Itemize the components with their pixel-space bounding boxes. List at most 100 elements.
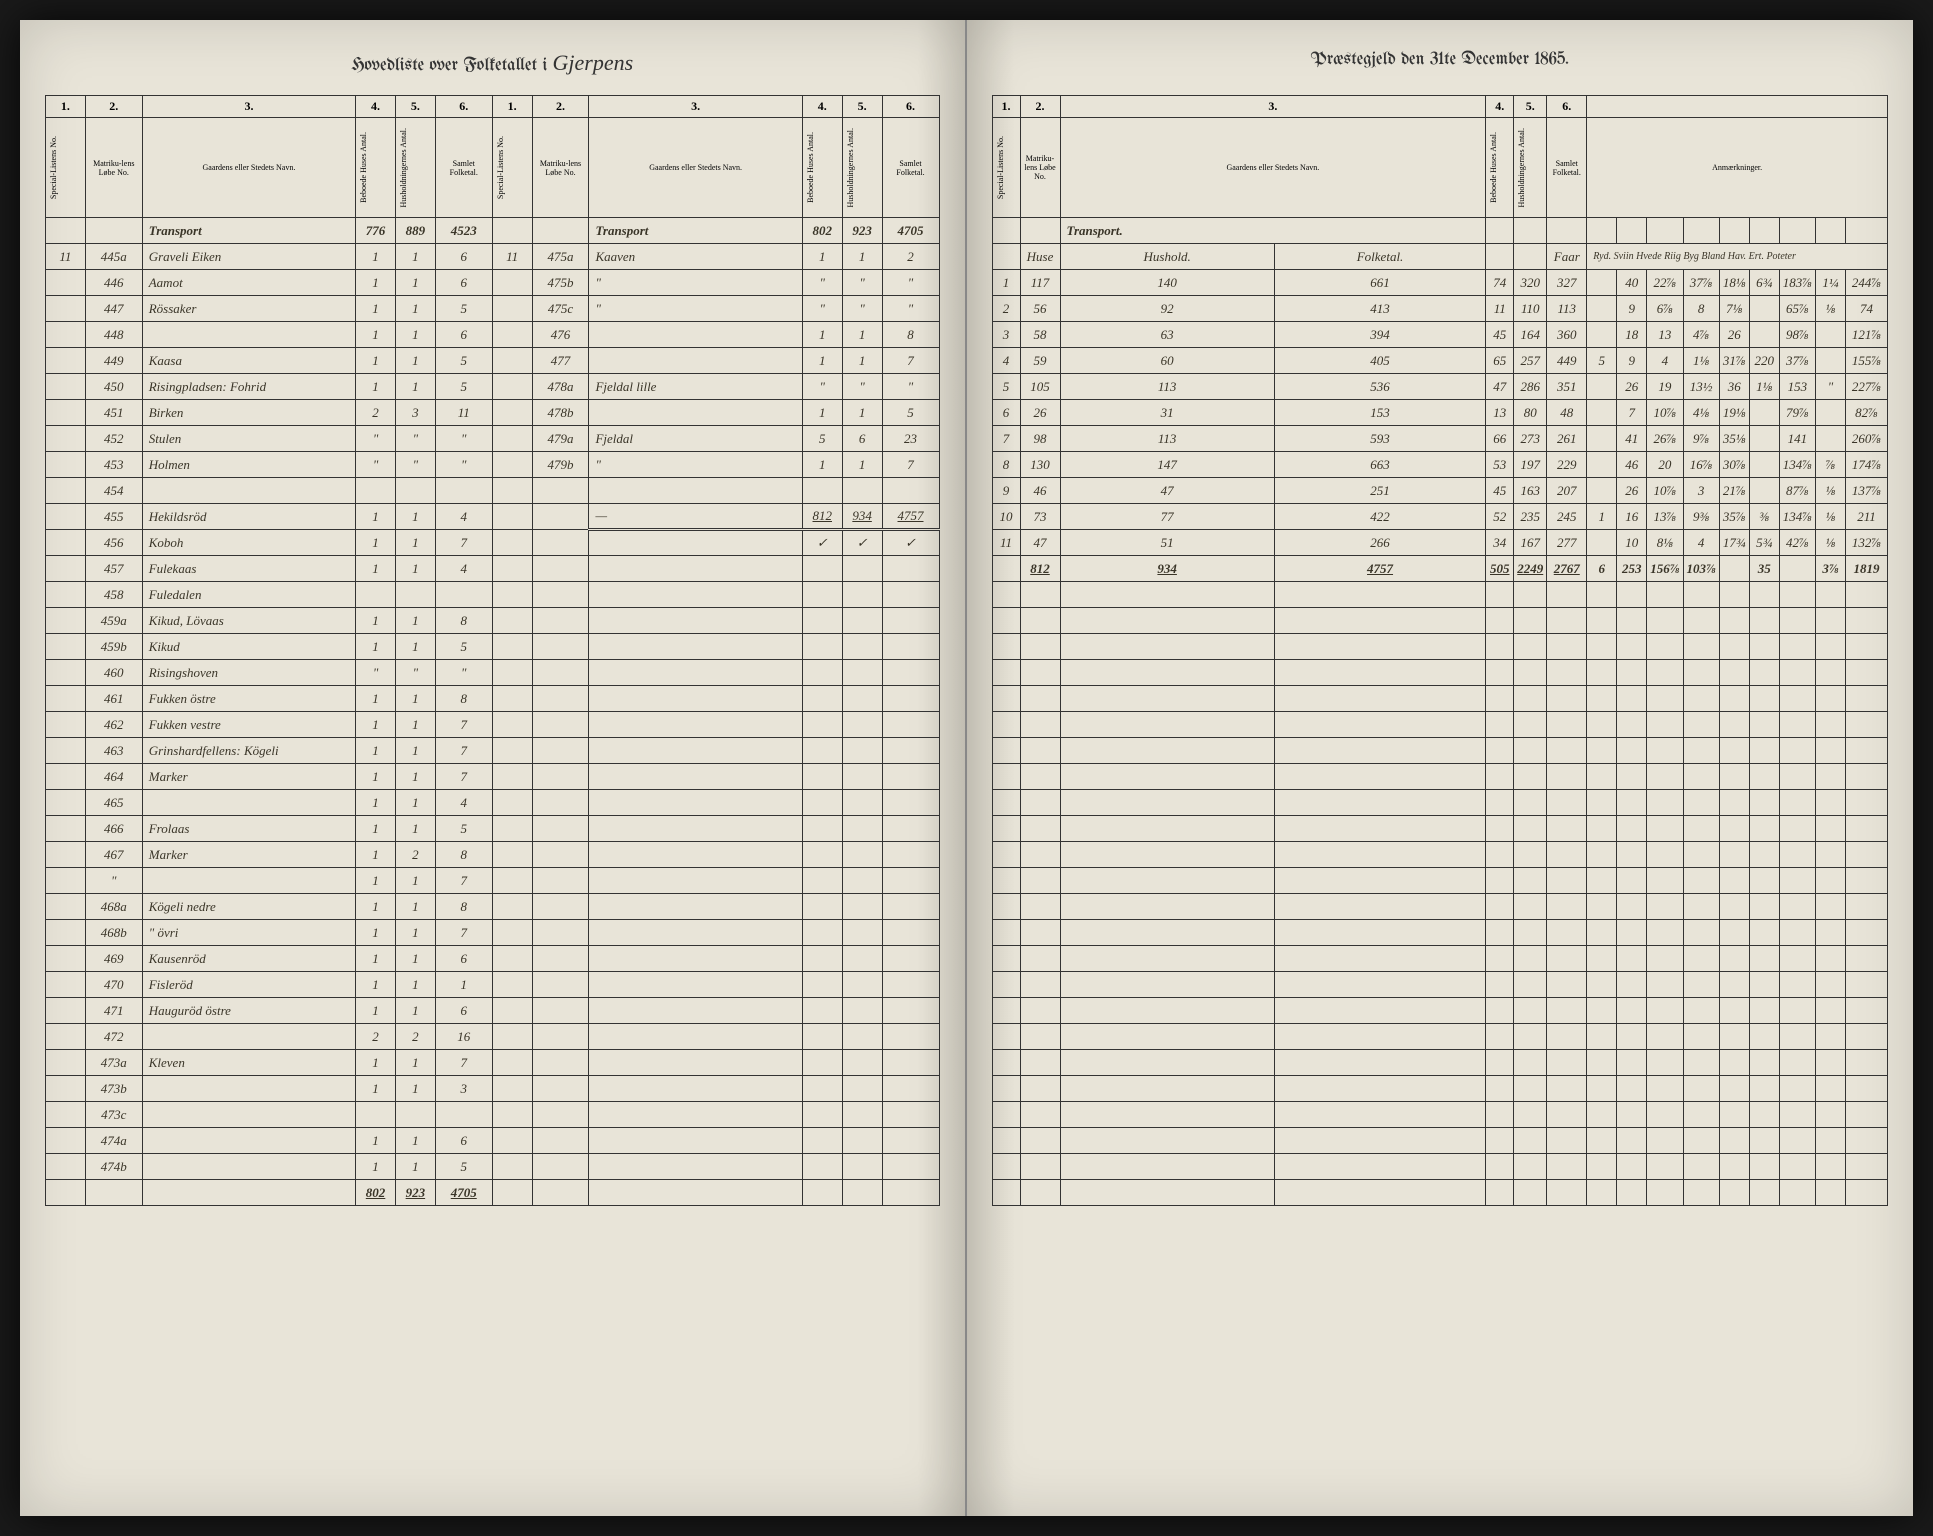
lbl-folk-a: Samlet Folketal. <box>435 118 492 218</box>
r-col-3: 3. <box>1060 96 1486 118</box>
empty-row <box>992 712 1888 738</box>
r-lbl-folk: Samlet Folketal. <box>1547 118 1587 218</box>
col-1a: 1. <box>46 96 86 118</box>
col-3a: 3. <box>142 96 355 118</box>
lbl-beboede-a: Beboede Huses Antal. <box>356 118 396 218</box>
table-row: 469Kausenröd116 <box>46 946 940 972</box>
table-row: 474a116 <box>46 1128 940 1154</box>
empty-row <box>992 1180 1888 1206</box>
empty-row <box>992 998 1888 1024</box>
footer-row: 8029234705 <box>46 1180 940 1206</box>
empty-row <box>992 894 1888 920</box>
lbl-hush-a: Husholdningernes Antal. <box>395 118 435 218</box>
r-col-4: 4. <box>1486 96 1514 118</box>
col-2b: 2. <box>532 96 589 118</box>
right-ledger-table: 1. 2. 3. 4. 5. 6. Special-Listens No. Ma… <box>992 95 1889 1206</box>
r-table-row: 358633944516436018134⅞2698⅞121⅞ <box>992 322 1888 348</box>
table-row: 447Rössaker115475c"""" <box>46 296 940 322</box>
table-row: 473c <box>46 1102 940 1128</box>
lbl-folk-b: Samlet Folketal. <box>882 118 939 218</box>
empty-row <box>992 790 1888 816</box>
right-table-body: Transport.HuseHushold.Folketal.FaarRyd. … <box>992 218 1888 1206</box>
r-lbl-gaard: Gaardens eller Stedets Navn. <box>1060 118 1486 218</box>
transport-row: Transport7768894523Transport8029234705 <box>46 218 940 244</box>
table-row: 456Koboh117✓✓✓ <box>46 530 940 556</box>
lbl-beboede-b: Beboede Huses Antal. <box>802 118 842 218</box>
col-5a: 5. <box>395 96 435 118</box>
table-row: 459aKikud, Lövaas118 <box>46 608 940 634</box>
table-row: 449Kaasa115477117 <box>46 348 940 374</box>
empty-row <box>992 868 1888 894</box>
r-col-number-row: 1. 2. 3. 4. 5. 6. <box>992 96 1888 118</box>
empty-row <box>992 1050 1888 1076</box>
r-table-row: 94647251451632072610⅞321⅞87⅞⅛137⅞ <box>992 478 1888 504</box>
lbl-gaard-a: Gaardens eller Stedets Navn. <box>142 118 355 218</box>
r-col-6: 6. <box>1547 96 1587 118</box>
r-table-row: 798113593662732614126⅞9⅞35⅛141260⅞ <box>992 426 1888 452</box>
table-row: 459bKikud115 <box>46 634 940 660</box>
table-row: 451Birken2311478b115 <box>46 400 940 426</box>
table-row: 454 <box>46 478 940 504</box>
empty-row <box>992 842 1888 868</box>
col-6b: 6. <box>882 96 939 118</box>
empty-row <box>992 608 1888 634</box>
r-lbl-hush: Husholdningernes Antal. <box>1514 118 1547 218</box>
r-table-row: 62631153138048710⅞4⅛19⅛79⅞82⅞ <box>992 400 1888 426</box>
table-row: 458Fuledalen <box>46 582 940 608</box>
empty-row <box>992 1128 1888 1154</box>
table-row: 467Marker128 <box>46 842 940 868</box>
table-row: 448116476118 <box>46 322 940 348</box>
table-row: 4722216 <box>46 1024 940 1050</box>
table-row: 446Aamot116475b"""" <box>46 270 940 296</box>
r-lbl-beboede: Beboede Huses Antal. <box>1486 118 1514 218</box>
empty-row <box>992 1102 1888 1128</box>
col-6a: 6. <box>435 96 492 118</box>
table-row: 468b" övri117 <box>46 920 940 946</box>
r-total-row: 8129344757505224927676253156⅞103⅞353⅞181… <box>992 556 1888 582</box>
empty-row <box>992 686 1888 712</box>
table-row: 450Risingpladsen: Fohrid115478aFjeldal l… <box>46 374 940 400</box>
table-row: 473aKleven117 <box>46 1050 940 1076</box>
r-col-2: 2. <box>1020 96 1060 118</box>
left-page: Hovedliste over Folketallet i Gjerpens 1… <box>20 20 967 1516</box>
r-lbl-special: Special-Listens No. <box>992 118 1020 218</box>
lbl-special-b: Special-Listens No. <box>492 118 532 218</box>
header-title-right: Præstegjeld den 31te December 1865. <box>1311 50 1569 69</box>
r-table-row: 813014766353197229462016⅞30⅞134⅞⅞174⅞ <box>992 452 1888 478</box>
table-row: 462Fukken vestre117 <box>46 712 940 738</box>
col-4b: 4. <box>802 96 842 118</box>
left-ledger-table: 1. 2. 3. 4. 5. 6. 1. 2. 3. 4. 5. 6. Spec… <box>45 95 940 1206</box>
header-title-left: Hovedliste over Folketallet i <box>351 56 547 75</box>
table-row: 452Stulen"""479aFjeldal5623 <box>46 426 940 452</box>
right-page: Præstegjeld den 31te December 1865. 1. 2… <box>967 20 1914 1516</box>
r-table-row: 1117140661743203274022⅞37⅞18⅛6¾183⅞1¼244… <box>992 270 1888 296</box>
r-col-label-row: Special-Listens No. Matriku-lens Løbe No… <box>992 118 1888 218</box>
table-row: 455Hekildsröd114—8129344757 <box>46 504 940 530</box>
table-row: 461Fukken östre118 <box>46 686 940 712</box>
r-table-row: 256924131111011396⅞87⅛65⅞⅛74 <box>992 296 1888 322</box>
lbl-matrikul-b: Matriku-lens Løbe No. <box>532 118 589 218</box>
table-row: 466Frolaas115 <box>46 816 940 842</box>
ledger-book: Hovedliste over Folketallet i Gjerpens 1… <box>20 20 1913 1516</box>
r-transport-row: Transport. <box>992 218 1888 244</box>
r-table-row: 510511353647286351261913½361⅛153"227⅞ <box>992 374 1888 400</box>
col-1b: 1. <box>492 96 532 118</box>
r-table-row: 45960405652574495941⅛31⅞22037⅞155⅞ <box>992 348 1888 374</box>
empty-row <box>992 660 1888 686</box>
empty-row <box>992 764 1888 790</box>
r-lbl-anm: Anmærkninger. <box>1587 118 1888 218</box>
empty-row <box>992 972 1888 998</box>
col-number-row: 1. 2. 3. 4. 5. 6. 1. 2. 3. 4. 5. 6. <box>46 96 940 118</box>
col-2a: 2. <box>85 96 142 118</box>
empty-row <box>992 1154 1888 1180</box>
col-4a: 4. <box>356 96 396 118</box>
empty-row <box>992 1024 1888 1050</box>
table-row: 471Hauguröd östre116 <box>46 998 940 1024</box>
table-row: 453Holmen"""479b"117 <box>46 452 940 478</box>
empty-row <box>992 634 1888 660</box>
table-row: 463Grinshardfellens: Kögeli117 <box>46 738 940 764</box>
empty-row <box>992 1076 1888 1102</box>
r-table-row: 11475126634167277108⅛417¾5¾42⅞⅛132⅞ <box>992 530 1888 556</box>
table-row: 474b115 <box>46 1154 940 1180</box>
table-row: 468aKögeli nedre118 <box>46 894 940 920</box>
